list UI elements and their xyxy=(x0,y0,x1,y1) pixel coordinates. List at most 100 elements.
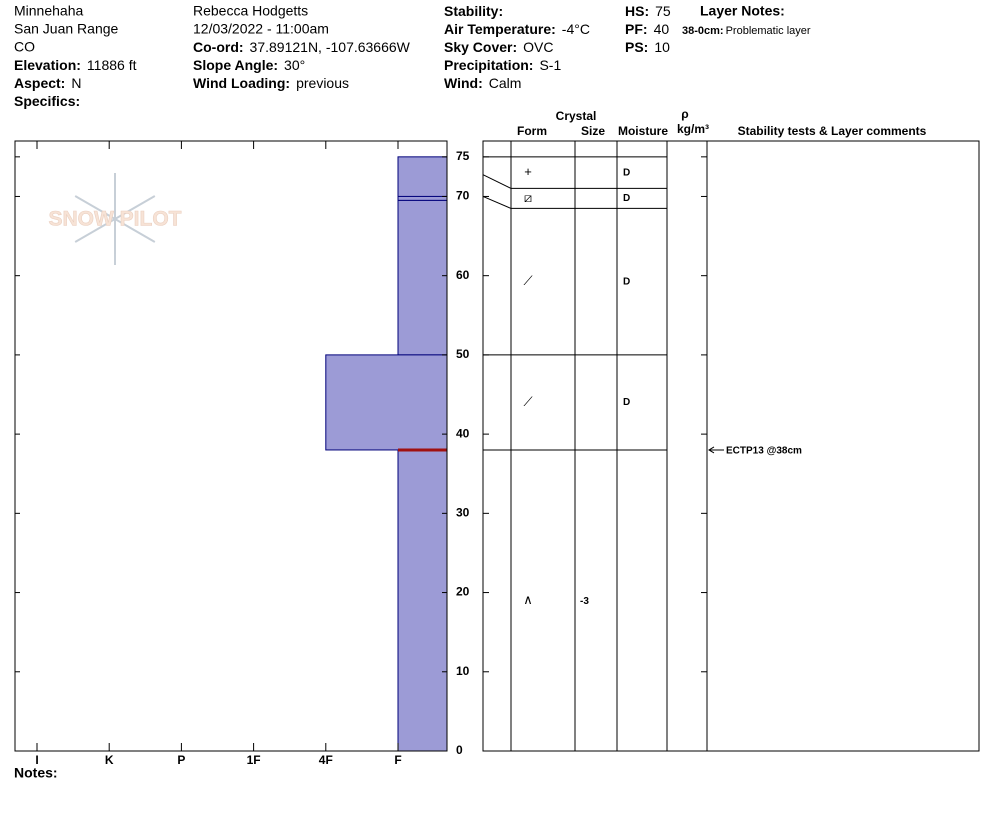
field-value: Calm xyxy=(489,75,522,91)
plot-frame xyxy=(14,140,448,752)
moisture: D xyxy=(623,397,630,408)
field-label: Co-ord: xyxy=(193,39,244,55)
field-label: PF: xyxy=(625,21,648,37)
y-tick-label: 50 xyxy=(456,347,470,361)
header-density: ρ xyxy=(681,107,688,121)
grain-form: + xyxy=(524,164,532,179)
grain-form: ∧ xyxy=(523,592,533,607)
x-tick-label: 1F xyxy=(247,753,261,767)
header-field: Air Temperature: -4°C xyxy=(444,21,590,37)
test-arrow xyxy=(708,446,724,454)
header-form: Form xyxy=(517,124,547,138)
header-field: PF: 40 xyxy=(625,21,669,37)
field-value: N xyxy=(71,75,81,91)
header-text: CO xyxy=(14,39,35,55)
x-tick-label: I xyxy=(35,753,38,767)
hardness-bar xyxy=(397,449,448,752)
field-label: Specifics: xyxy=(14,93,80,109)
snowflake-arm xyxy=(74,195,116,220)
x-tick-label: P xyxy=(177,753,185,767)
header-field: Sky Cover: OVC xyxy=(444,39,554,55)
header-text: Minnehaha xyxy=(14,3,83,19)
field-label: Elevation: xyxy=(14,57,81,73)
y-tick-label: 20 xyxy=(456,585,470,599)
table-frame xyxy=(482,140,980,752)
moisture: D xyxy=(623,167,630,178)
field-value: 30° xyxy=(284,57,305,73)
field-label: Stability: xyxy=(444,3,503,19)
hardness-bar xyxy=(397,156,448,197)
field-label: PS: xyxy=(625,39,648,55)
header-text: 12/03/2022 - 11:00am xyxy=(193,21,329,37)
field-label: Slope Angle: xyxy=(193,57,278,73)
layer-connector xyxy=(482,195,512,209)
field-label: Sky Cover: xyxy=(444,39,517,55)
field-value: OVC xyxy=(523,39,553,55)
hardness-bar xyxy=(397,195,448,201)
y-tick-label: 70 xyxy=(456,189,470,203)
x-tick-label: 4F xyxy=(319,753,333,767)
layer-note: 38-0cm: Problematic layer xyxy=(682,25,811,37)
x-tick-label: F xyxy=(394,753,401,767)
note-value: Problematic layer xyxy=(726,25,811,37)
field-label: Wind: xyxy=(444,75,483,91)
header-field: Co-ord: 37.89121N, -107.63666W xyxy=(193,39,411,55)
y-tick-label: 10 xyxy=(456,664,470,678)
y-tick-label: 75 xyxy=(456,149,470,163)
layer-notes-title: Layer Notes: xyxy=(700,3,785,19)
note-label: 38-0cm: xyxy=(682,25,724,37)
field-value: 10 xyxy=(654,39,670,55)
watermark-text: SNOW PILOT xyxy=(49,208,182,231)
header-comments: Stability tests & Layer comments xyxy=(738,124,927,138)
field-value: previous xyxy=(296,75,349,91)
hardness-bar xyxy=(397,199,448,356)
field-label: Precipitation: xyxy=(444,57,533,73)
moisture: D xyxy=(623,193,630,204)
y-tick-label: 40 xyxy=(456,426,470,440)
header-field: Stability: xyxy=(444,3,503,19)
header-field: Slope Angle: 30° xyxy=(193,57,305,73)
test-label: ECTP13 @38cm xyxy=(726,446,802,457)
layer-connector xyxy=(482,174,512,189)
x-tick-label: K xyxy=(105,753,114,767)
snowflake-arm xyxy=(74,218,116,243)
hardness-bar xyxy=(325,354,448,451)
grain-form: ⟋ xyxy=(523,273,533,288)
moisture: D xyxy=(623,276,630,287)
header-field: Aspect: N xyxy=(14,75,81,91)
field-value: 37.89121N, -107.63666W xyxy=(250,39,411,55)
notes-label: Notes: xyxy=(14,765,58,781)
y-tick-label: 60 xyxy=(456,268,470,282)
header-field: Wind: Calm xyxy=(444,75,521,91)
watermark: SNOW PILOT xyxy=(48,173,182,265)
y-tick-label: 30 xyxy=(456,506,470,520)
header-moisture: Moisture xyxy=(618,124,668,138)
header-field: Elevation: 11886 ft xyxy=(14,57,137,73)
header-field: Specifics: xyxy=(14,93,80,109)
header-field: Wind Loading: previous xyxy=(193,75,349,91)
snowflake-arm xyxy=(114,195,156,220)
field-value: S-1 xyxy=(539,57,561,73)
field-label: Air Temperature: xyxy=(444,21,556,37)
snowflake-arm xyxy=(114,218,156,243)
field-label: Aspect: xyxy=(14,75,65,91)
grain-form: ⟋ xyxy=(523,394,533,409)
field-label: HS: xyxy=(625,3,649,19)
field-label: Wind Loading: xyxy=(193,75,290,91)
header-density-unit: kg/m³ xyxy=(677,122,709,136)
header-field: HS: 75 xyxy=(625,3,671,19)
grain-form: ⧄ xyxy=(524,190,532,205)
field-value: 75 xyxy=(655,3,671,19)
field-value: 11886 ft xyxy=(87,57,137,73)
header-text: San Juan Range xyxy=(14,21,119,37)
header-field: Precipitation: S-1 xyxy=(444,57,561,73)
grain-size: -3 xyxy=(580,596,589,607)
header-text: Rebecca Hodgetts xyxy=(193,3,308,19)
header-crystal: Crystal xyxy=(556,109,597,123)
header-field: PS: 10 xyxy=(625,39,670,55)
y-tick-label: 0 xyxy=(456,743,463,757)
field-value: 40 xyxy=(654,21,670,37)
header-size: Size xyxy=(581,124,605,138)
field-value: -4°C xyxy=(562,21,590,37)
